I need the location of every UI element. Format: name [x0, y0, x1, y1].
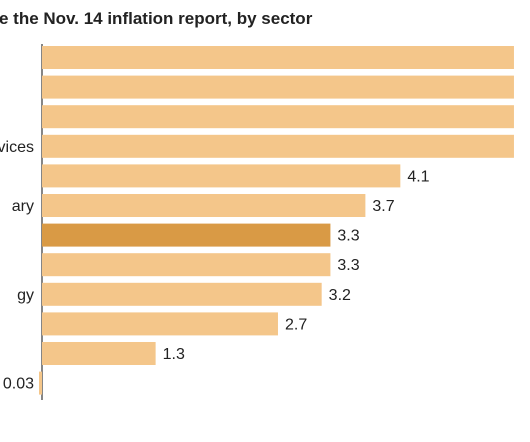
bar-6 [42, 194, 366, 217]
bar-9 [42, 282, 322, 306]
category-label: ary [12, 198, 34, 215]
bar-3 [42, 105, 514, 129]
bar-12 [39, 371, 42, 395]
value-label: 3.3 [337, 228, 359, 245]
chart-title: e the Nov. 14 inflation report, by secto… [0, 9, 313, 28]
value-label: 3.7 [372, 198, 394, 215]
bar-2 [42, 75, 514, 99]
value-label: 3.3 [337, 257, 359, 274]
bar-8 [42, 253, 331, 277]
bar-11 [42, 342, 156, 365]
bar-7 [42, 223, 331, 247]
bar-5 [42, 164, 401, 188]
value-label: 0.03 [3, 376, 34, 393]
bar-4 [42, 134, 514, 158]
category-label: vices [0, 139, 34, 156]
value-label: 3.2 [329, 287, 351, 304]
bar-1 [42, 46, 514, 69]
value-label: 4.1 [407, 168, 429, 185]
bar-10 [42, 312, 278, 336]
category-label: gy [17, 287, 34, 304]
value-label: 2.7 [285, 316, 307, 333]
value-label: 1.3 [163, 346, 185, 363]
